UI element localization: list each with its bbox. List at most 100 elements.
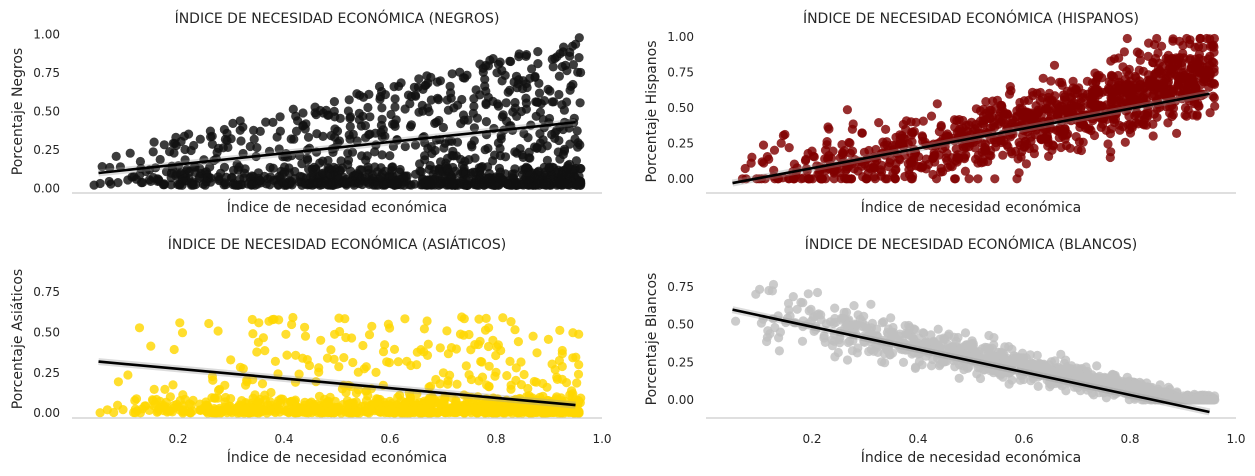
- scatter-point: [266, 387, 276, 398]
- scatter-point: [369, 398, 379, 408]
- scatter-point: [522, 82, 532, 93]
- scatter-point: [842, 174, 852, 184]
- scatter-point: [474, 314, 484, 324]
- scatter-point: [991, 104, 1001, 114]
- scatter-point: [367, 321, 377, 331]
- scatter-point: [466, 140, 477, 150]
- scatter-point: [260, 346, 270, 356]
- scatter-point: [1092, 361, 1102, 371]
- scatter-point: [405, 406, 415, 416]
- scatter-point: [1087, 97, 1097, 107]
- scatter-point: [410, 90, 420, 100]
- scatter-point: [1018, 353, 1028, 363]
- scatter-point: [389, 344, 400, 354]
- scatter-point: [864, 145, 874, 156]
- scatter-point: [204, 318, 214, 329]
- scatter-point: [245, 141, 255, 152]
- x-tick-label: 0.8: [1120, 432, 1139, 446]
- scatter-point: [177, 328, 188, 338]
- scatter-point: [559, 105, 570, 115]
- scatter-point: [841, 165, 851, 176]
- scatter-point: [511, 406, 521, 416]
- scatter-point: [394, 175, 404, 185]
- scatter-point: [494, 180, 504, 190]
- x-tick-label: 0.4: [274, 432, 293, 446]
- scatter-point: [973, 158, 983, 168]
- scatter-point: [186, 180, 197, 190]
- y-tick-label: 0.25: [667, 355, 694, 369]
- scatter-point: [1101, 125, 1111, 135]
- scatter-point: [207, 393, 217, 403]
- scatter-point: [531, 111, 541, 121]
- scatter-point: [1153, 81, 1163, 92]
- scatter-point: [316, 335, 326, 345]
- scatter-point: [323, 407, 333, 417]
- scatter-point: [343, 155, 354, 165]
- scatter-point: [755, 284, 765, 294]
- scatter-point: [159, 140, 169, 150]
- scatter-point: [480, 74, 490, 84]
- scatter-point: [180, 155, 190, 165]
- scatter-point: [1180, 87, 1190, 97]
- scatter-point: [565, 51, 575, 61]
- scatter-point: [339, 353, 349, 363]
- scatter-point: [1153, 48, 1163, 58]
- scatter-point: [524, 153, 534, 163]
- scatter-point: [220, 380, 230, 390]
- scatter-point: [168, 380, 178, 390]
- scatter-point: [762, 332, 773, 342]
- scatter-point: [361, 362, 371, 372]
- scatter-point: [495, 57, 505, 67]
- scatter-point: [959, 365, 969, 375]
- scatter-point: [400, 141, 410, 152]
- scatter-point: [433, 95, 444, 105]
- scatter-point: [97, 162, 107, 172]
- x-tick-label: 0.8: [486, 432, 505, 446]
- scatter-point: [249, 134, 259, 144]
- scatter-point: [565, 85, 575, 95]
- y-axis-label: Porcentaje Blancos: [644, 273, 660, 406]
- scatter-point: [1164, 57, 1174, 67]
- scatter-point: [571, 156, 582, 166]
- scatter-point: [829, 174, 839, 184]
- scatter-point: [933, 324, 943, 334]
- scatter-point: [1096, 374, 1106, 384]
- scatter-point: [314, 363, 324, 373]
- scatter-point: [374, 81, 385, 92]
- scatter-point: [449, 103, 459, 113]
- scatter-point: [1165, 108, 1175, 118]
- scatter-point: [1105, 152, 1115, 163]
- scatter-point: [466, 345, 476, 355]
- scatter-point: [830, 352, 840, 362]
- scatter-point: [550, 128, 560, 138]
- y-tick-label: 0.25: [667, 136, 694, 150]
- subplot-title: ÍNDICE DE NECESIDAD ECONÓMICA (BLANCOS): [805, 235, 1137, 253]
- x-tick-label: 0.4: [908, 432, 927, 446]
- scatter-point: [146, 341, 156, 351]
- scatter-point: [364, 330, 375, 340]
- scatter-point: [1133, 89, 1143, 99]
- scatter-point: [1020, 136, 1030, 146]
- scatter-point: [1177, 73, 1187, 83]
- scatter-point: [1045, 114, 1055, 124]
- scatter-point: [148, 147, 158, 157]
- scatter-point: [125, 148, 135, 158]
- scatter-point: [464, 370, 474, 380]
- scatter-points: [737, 33, 1220, 184]
- scatter-point: [575, 98, 585, 108]
- scatter-point: [289, 134, 299, 144]
- scatter-point: [484, 174, 494, 184]
- scatter-point: [1086, 125, 1096, 136]
- scatter-point: [951, 144, 961, 154]
- scatter-point: [270, 356, 280, 366]
- scatter-point: [352, 169, 362, 179]
- scatter-point: [1126, 80, 1136, 90]
- scatter-point: [378, 125, 388, 135]
- scatter-point: [519, 369, 529, 380]
- scatter-point: [281, 329, 291, 339]
- scatter-point: [329, 106, 339, 116]
- scatter-point: [1071, 132, 1081, 142]
- scatter-point: [483, 341, 494, 352]
- scatter-point: [378, 347, 389, 357]
- scatter-point: [480, 400, 490, 410]
